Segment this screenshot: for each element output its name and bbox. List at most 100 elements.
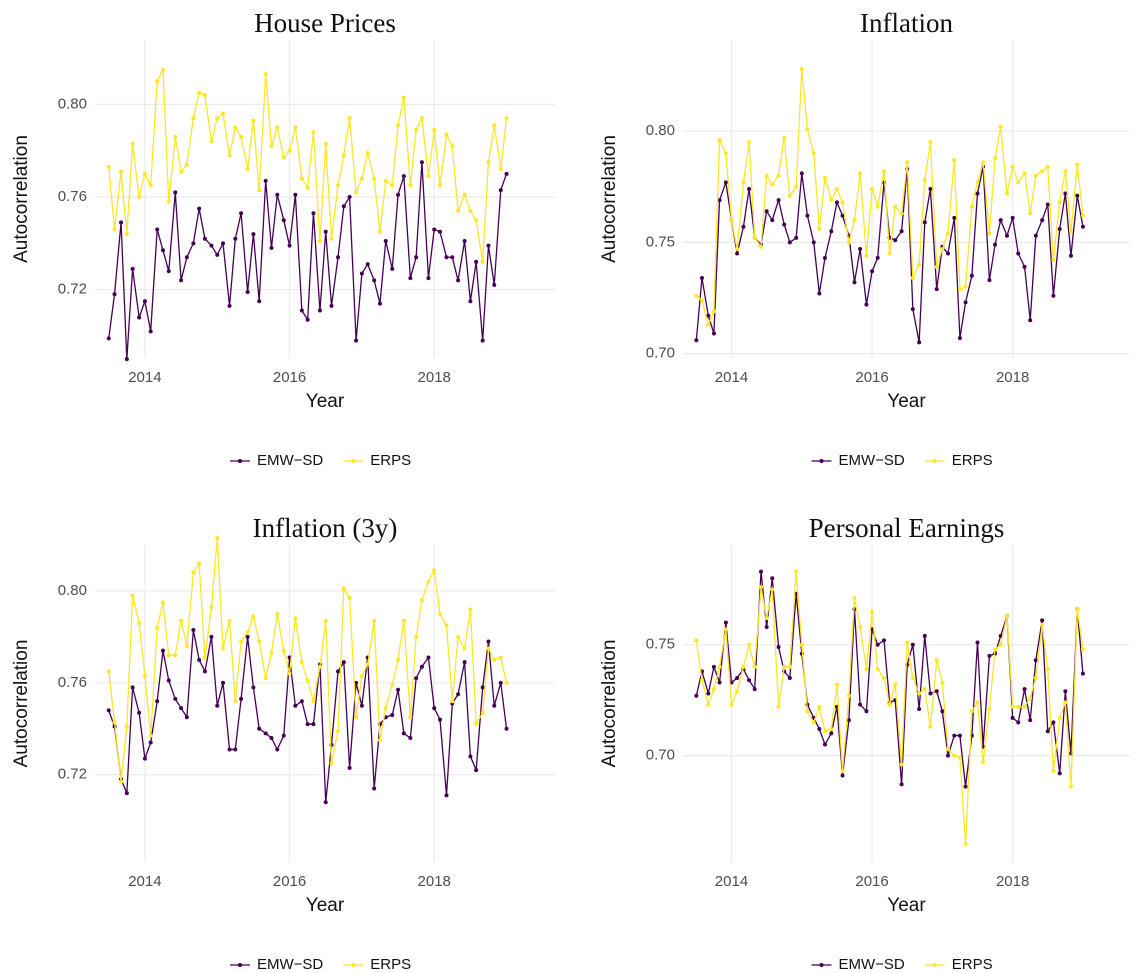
- data-point: [401, 618, 406, 623]
- legend-label: EMW−SD: [839, 956, 905, 973]
- data-point: [747, 678, 752, 683]
- x-tick-label: 2014: [128, 369, 161, 386]
- data-point: [1057, 715, 1062, 720]
- data-point: [221, 241, 226, 246]
- data-point: [191, 116, 196, 121]
- data-point: [106, 336, 111, 341]
- data-point: [822, 255, 827, 260]
- data-point: [299, 699, 304, 704]
- data-point: [359, 176, 364, 181]
- data-point: [504, 726, 509, 731]
- data-point: [130, 685, 135, 690]
- data-point: [160, 248, 165, 253]
- y-tick-label: 0.80: [646, 122, 675, 139]
- data-point: [197, 206, 202, 211]
- data-point: [191, 241, 196, 246]
- data-point: [1033, 676, 1038, 681]
- data-point: [975, 640, 980, 645]
- data-point: [408, 715, 413, 720]
- data-point: [263, 178, 268, 183]
- data-point: [998, 633, 1003, 638]
- data-point: [1045, 667, 1050, 672]
- data-point: [1063, 689, 1068, 694]
- data-point: [834, 682, 839, 687]
- data-point: [747, 140, 752, 145]
- data-point: [805, 709, 810, 714]
- data-point: [834, 200, 839, 205]
- data-point: [957, 755, 962, 760]
- series-line: [108, 538, 508, 782]
- data-point: [227, 747, 232, 752]
- data-point: [998, 124, 1003, 129]
- data-point: [870, 609, 875, 614]
- data-point: [993, 647, 998, 652]
- data-point: [905, 640, 910, 645]
- data-point: [870, 269, 875, 274]
- data-point: [1028, 695, 1033, 700]
- data-point: [1063, 169, 1068, 174]
- data-point: [887, 251, 892, 256]
- data-point: [699, 678, 704, 683]
- data-point: [184, 715, 189, 720]
- data-point: [142, 673, 147, 678]
- data-point: [723, 151, 728, 156]
- data-point: [155, 79, 160, 84]
- data-point: [408, 735, 413, 740]
- data-point: [699, 275, 704, 280]
- data-point: [899, 762, 904, 767]
- data-point: [770, 182, 775, 187]
- data-point: [377, 738, 382, 743]
- data-point: [293, 616, 298, 621]
- data-point: [209, 243, 214, 248]
- data-point: [160, 67, 165, 72]
- panel: House Prices 0.72 0.76 0.80 2014 2016 2018 Year…: [11, 8, 555, 469]
- data-point: [776, 644, 781, 649]
- data-point: [735, 676, 740, 681]
- data-point: [875, 204, 880, 209]
- legend-swatch-dot: [238, 459, 242, 463]
- data-point: [729, 218, 734, 223]
- data-point: [329, 761, 334, 766]
- data-point: [864, 667, 869, 672]
- data-point: [245, 167, 250, 172]
- legend-swatch-dot: [351, 963, 356, 967]
- data-point: [329, 236, 334, 241]
- data-point: [281, 155, 286, 160]
- data-point: [233, 747, 238, 752]
- data-point: [817, 227, 822, 232]
- data-point: [1075, 162, 1080, 167]
- data-point: [191, 627, 196, 632]
- data-point: [875, 642, 880, 647]
- data-point: [233, 236, 238, 241]
- data-point: [444, 255, 449, 260]
- data-point: [401, 95, 406, 100]
- data-point: [347, 765, 352, 770]
- data-point: [822, 729, 827, 734]
- data-point: [148, 183, 153, 188]
- data-point: [179, 706, 184, 711]
- data-point: [1057, 200, 1062, 205]
- x-tick-label: 2016: [855, 369, 888, 386]
- data-point: [940, 709, 945, 714]
- data-point: [969, 273, 974, 278]
- data-point: [934, 264, 939, 269]
- data-point: [299, 176, 304, 181]
- data-point: [432, 227, 437, 232]
- data-point: [882, 638, 887, 643]
- data-point: [840, 200, 845, 205]
- data-point: [372, 786, 377, 791]
- data-point: [1033, 233, 1038, 238]
- data-point: [782, 664, 787, 669]
- data-point: [741, 180, 746, 185]
- data-point: [723, 620, 728, 625]
- y-axis-title: Autocorrelation: [599, 640, 620, 768]
- data-point: [468, 208, 473, 213]
- data-point: [184, 162, 189, 167]
- data-point: [811, 240, 816, 245]
- data-point: [787, 676, 792, 681]
- data-point: [269, 735, 274, 740]
- data-point: [155, 625, 160, 630]
- data-point: [396, 192, 401, 197]
- data-point: [245, 634, 250, 639]
